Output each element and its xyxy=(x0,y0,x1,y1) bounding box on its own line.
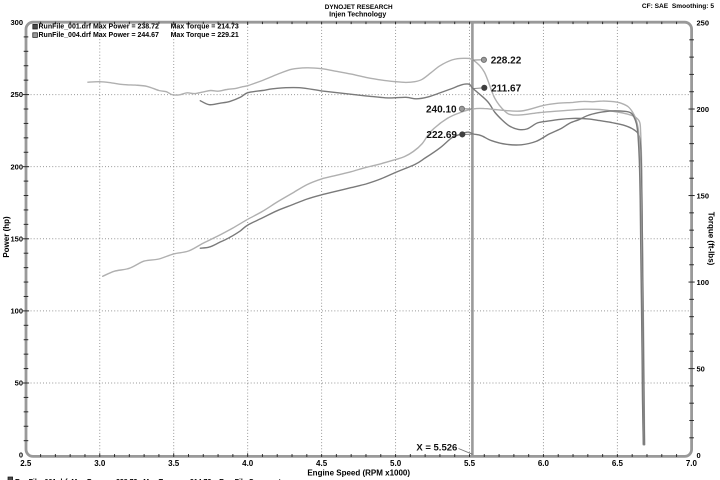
svg-text:2.5: 2.5 xyxy=(20,459,32,468)
svg-text:Max Torque = 229.21: Max Torque = 229.21 xyxy=(171,32,239,39)
svg-text:50: 50 xyxy=(697,364,705,373)
svg-text:4.0: 4.0 xyxy=(242,459,254,468)
svg-text:150: 150 xyxy=(10,234,23,243)
svg-text:RunFile_001.drf Max Power = 23: RunFile_001.drf Max Power = 238.72 xyxy=(39,24,160,31)
svg-text:7.0: 7.0 xyxy=(686,459,698,468)
svg-text:200: 200 xyxy=(10,162,23,171)
svg-text:222.69: 222.69 xyxy=(426,130,457,141)
svg-text:3.5: 3.5 xyxy=(168,459,180,468)
svg-text:228.22: 228.22 xyxy=(491,55,522,66)
svg-text:150: 150 xyxy=(697,191,710,200)
svg-text:Injen Technology: Injen Technology xyxy=(329,11,386,18)
svg-text:300: 300 xyxy=(10,18,23,27)
svg-text:3.0: 3.0 xyxy=(94,459,106,468)
svg-text:X = 5.526: X = 5.526 xyxy=(416,443,457,454)
svg-text:5.0: 5.0 xyxy=(390,459,402,468)
svg-text:5.5: 5.5 xyxy=(464,459,476,468)
svg-text:RunFile_004.drf Max Power = 24: RunFile_004.drf Max Power = 244.67 xyxy=(39,32,160,39)
svg-text:Power (hp): Power (hp) xyxy=(2,216,11,258)
svg-text:211.67: 211.67 xyxy=(491,83,521,94)
svg-text:250: 250 xyxy=(697,18,710,27)
svg-text:4.5: 4.5 xyxy=(316,459,328,468)
svg-text:CF: SAE Smoothing: 5: CF: SAE Smoothing: 5 xyxy=(642,3,714,10)
svg-text:0: 0 xyxy=(697,451,701,460)
svg-text:50: 50 xyxy=(15,379,23,388)
svg-text:DYNOJET RESEARCH: DYNOJET RESEARCH xyxy=(325,4,393,11)
svg-text:Max Torque = 214.73: Max Torque = 214.73 xyxy=(171,24,239,31)
svg-text:250: 250 xyxy=(10,90,23,99)
svg-text:6.0: 6.0 xyxy=(538,459,550,468)
svg-text:100: 100 xyxy=(697,278,710,287)
svg-text:6.5: 6.5 xyxy=(612,459,624,468)
svg-text:240.10: 240.10 xyxy=(426,104,457,115)
svg-text:200: 200 xyxy=(697,105,710,114)
svg-text:Torque (ft-lbs): Torque (ft-lbs) xyxy=(707,212,716,266)
svg-text:0: 0 xyxy=(19,451,23,460)
svg-text:100: 100 xyxy=(10,307,23,316)
svg-text:Engine Speed (RPM x1000): Engine Speed (RPM x1000) xyxy=(307,469,410,478)
